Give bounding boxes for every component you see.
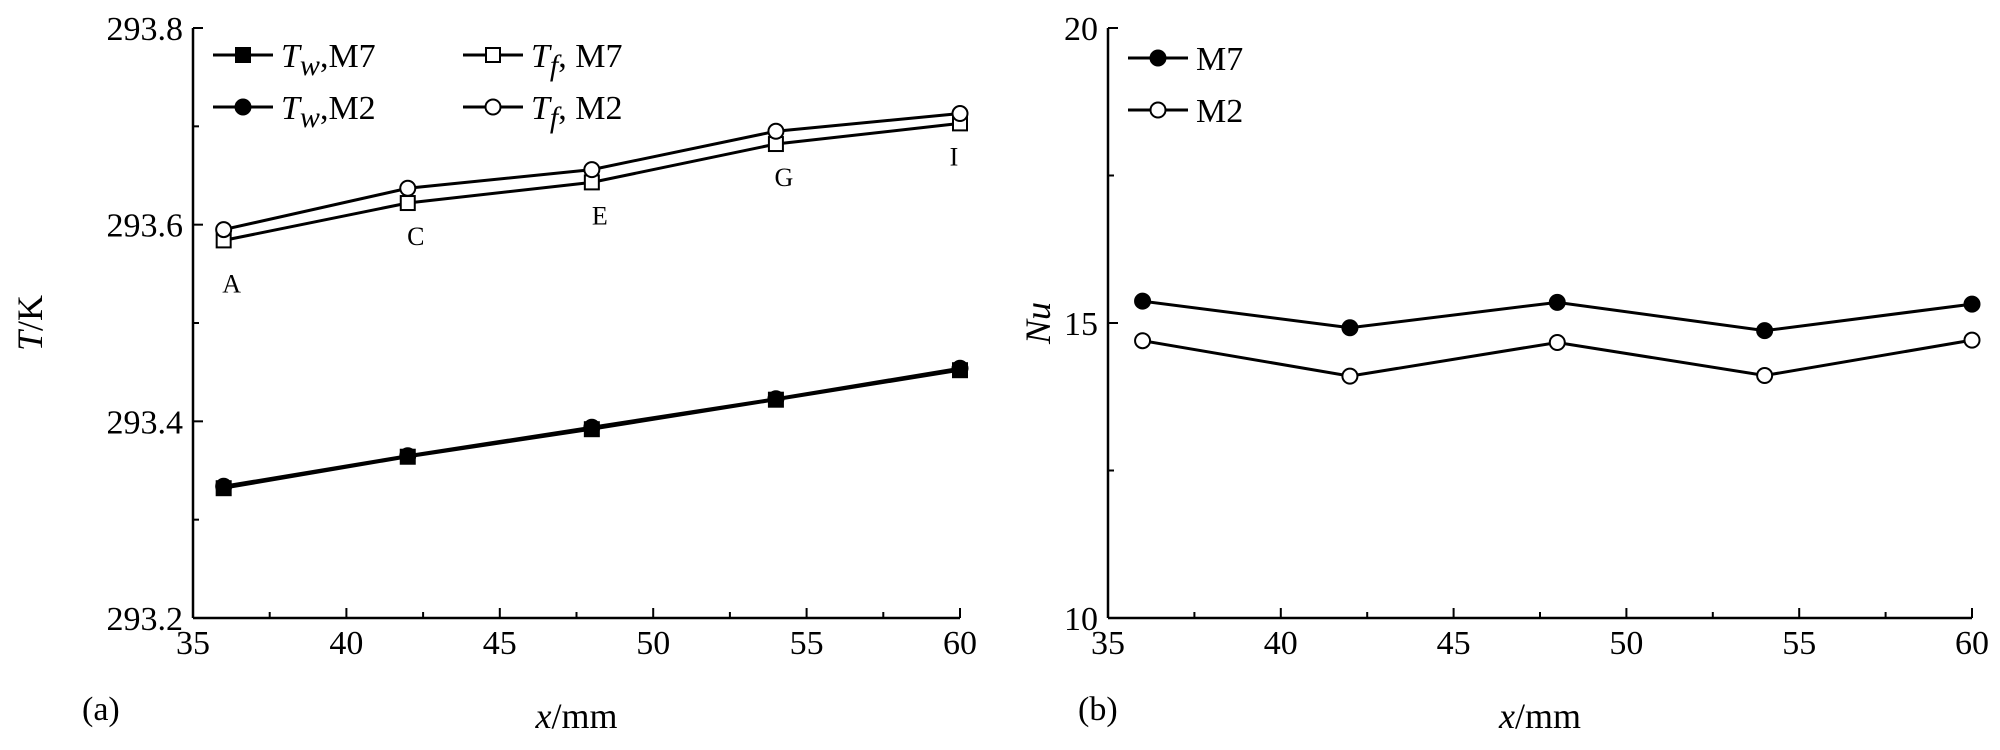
data-point <box>951 359 969 377</box>
legend-rest: , M7 <box>558 38 622 75</box>
legend-rest: M2 <box>1196 93 1243 130</box>
legend-var: T <box>281 90 302 127</box>
data-point <box>1341 319 1359 337</box>
legend-label: M7 <box>1196 41 1243 78</box>
data-point <box>215 477 233 495</box>
data-point <box>767 390 785 408</box>
legend-var: T <box>531 38 552 75</box>
y-tick-label: 293.2 <box>107 601 184 638</box>
legend-item: Tw,M2 <box>213 90 376 134</box>
legend-label: Tf, M2 <box>531 90 623 134</box>
legend-rest: ,M7 <box>320 38 376 75</box>
point-label: C <box>407 222 424 251</box>
y-axis-title: Nu <box>1018 302 1058 345</box>
x-tick-label: 45 <box>1437 625 1471 662</box>
y-tick-label: 20 <box>1064 11 1098 48</box>
legend-marker <box>1149 49 1167 67</box>
data-point <box>399 179 417 197</box>
data-point <box>1548 293 1566 311</box>
x-axis-title-var: x <box>1498 696 1515 736</box>
y-tick-label: 293.4 <box>107 404 184 441</box>
legend-rest: ,M2 <box>320 90 376 127</box>
legend-label: Tw,M7 <box>281 38 376 82</box>
data-point <box>1134 332 1152 350</box>
x-tick-label: 60 <box>1955 625 1989 662</box>
data-point <box>1963 331 1981 349</box>
point-label: G <box>775 163 794 192</box>
y-axis-title-unit: /K <box>10 295 50 331</box>
data-point <box>399 447 417 465</box>
data-point <box>1341 367 1359 385</box>
series-2 <box>215 359 969 495</box>
data-point <box>1756 322 1774 340</box>
x-axis-title-unit: /mm <box>551 696 617 736</box>
legend-item: M2 <box>1128 93 1243 130</box>
x-tick-label: 55 <box>1782 625 1816 662</box>
panel-a: 35 40 45 50 55 60 293.2 293.4 293.6 293.8 x/mm T/K (… <box>10 11 977 736</box>
data-point <box>1756 367 1774 385</box>
point-label: E <box>592 201 608 230</box>
x-axis-title-var: x <box>535 696 552 736</box>
series-3 <box>215 105 969 239</box>
x-tick-label: 40 <box>329 625 363 662</box>
y-tick-label: 15 <box>1064 306 1098 343</box>
y-axis-title-var: Nu <box>1018 302 1058 345</box>
x-tick-label: 50 <box>636 625 670 662</box>
y-axis-title-var: T <box>10 328 50 351</box>
series-1 <box>1134 331 1981 385</box>
series-0 <box>1134 292 1981 340</box>
legend-rest: M7 <box>1196 41 1243 78</box>
legend-label: Tw,M2 <box>281 90 376 134</box>
point-label: A <box>222 269 241 298</box>
series-1 <box>215 115 968 249</box>
legend-label: M2 <box>1196 93 1243 130</box>
y-tick-label: 10 <box>1064 601 1098 638</box>
data-point <box>1548 333 1566 351</box>
legend-marker <box>484 98 502 116</box>
panel-label: (a) <box>82 691 120 728</box>
legend-marker <box>235 47 251 63</box>
y-axis-title: T/K <box>10 295 50 351</box>
x-tick-label: 55 <box>790 625 824 662</box>
data-point <box>1963 295 1981 313</box>
legend-item: M7 <box>1128 41 1243 78</box>
x-tick-label: 60 <box>943 625 977 662</box>
data-point <box>215 221 233 239</box>
legend-item: Tw,M7 <box>213 38 376 82</box>
data-point <box>583 418 601 436</box>
x-axis-title: x/mm <box>535 696 618 736</box>
legend-sub: w <box>300 101 320 134</box>
data-point <box>1134 292 1152 310</box>
legend-marker <box>1149 101 1167 119</box>
x-tick-label: 35 <box>1091 625 1125 662</box>
x-tick-label: 35 <box>176 625 210 662</box>
legend-item: Tf, M7 <box>463 38 623 82</box>
legend-label: Tf, M7 <box>531 38 623 82</box>
legend-marker <box>485 47 501 63</box>
x-axis-title-unit: /mm <box>1515 696 1581 736</box>
x-axis-title: x/mm <box>1498 696 1581 736</box>
x-tick-label: 50 <box>1609 625 1643 662</box>
legend-marker <box>234 98 252 116</box>
legend-var: T <box>281 38 302 75</box>
data-point <box>951 105 969 123</box>
legend-var: T <box>531 90 552 127</box>
legend-rest: , M2 <box>558 90 622 127</box>
y-tick-label: 293.8 <box>107 11 184 48</box>
x-tick-label: 40 <box>1264 625 1298 662</box>
data-point <box>583 161 601 179</box>
y-tick-label: 293.6 <box>107 208 184 245</box>
data-point <box>767 122 785 140</box>
panel-label: (b) <box>1078 691 1118 728</box>
data-point <box>399 195 416 212</box>
x-tick-label: 45 <box>483 625 517 662</box>
legend-item: Tf, M2 <box>463 90 623 134</box>
point-label: I <box>950 142 959 171</box>
legend-sub: w <box>300 49 320 82</box>
